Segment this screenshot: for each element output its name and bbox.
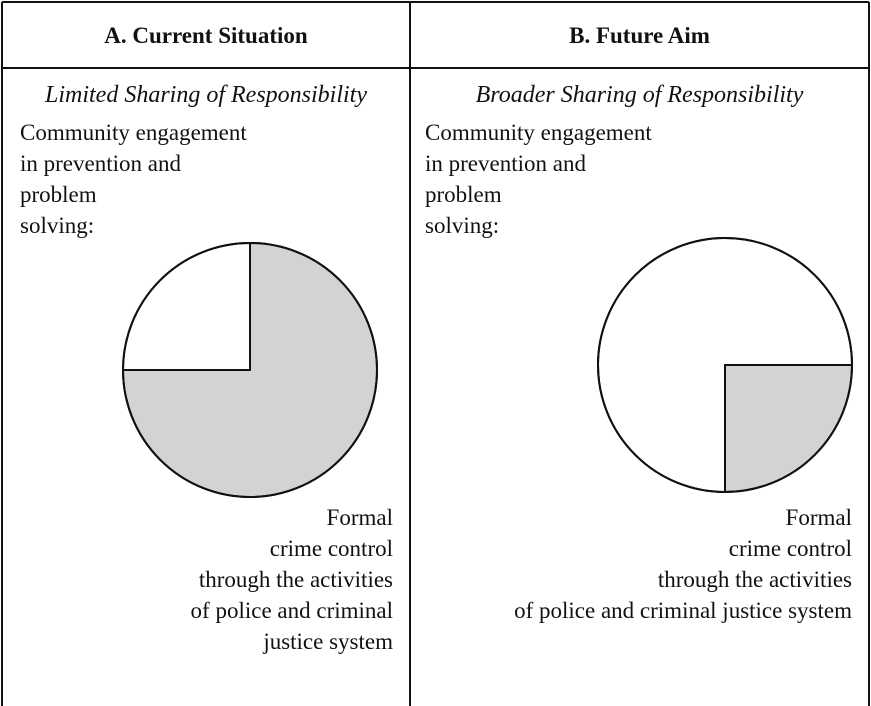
- chart-title: Limited Sharing of Responsibility: [45, 82, 367, 108]
- chart-title: Broader Sharing of Responsibility: [475, 82, 804, 108]
- slice-label: Community engagement in prevention and p…: [425, 120, 652, 238]
- column-header: B. Future Aim: [569, 23, 710, 48]
- pie-outline: [122, 242, 378, 498]
- slice-label: Community engagement in prevention and p…: [20, 120, 247, 238]
- pie-slice: [724, 364, 854, 494]
- slice-label: Formal crime control through the activit…: [190, 505, 393, 654]
- column-header: A. Current Situation: [104, 23, 308, 48]
- pie-slice: [121, 241, 251, 371]
- slice-label: Formal crime control through the activit…: [514, 505, 852, 623]
- pie-outline: [597, 237, 853, 493]
